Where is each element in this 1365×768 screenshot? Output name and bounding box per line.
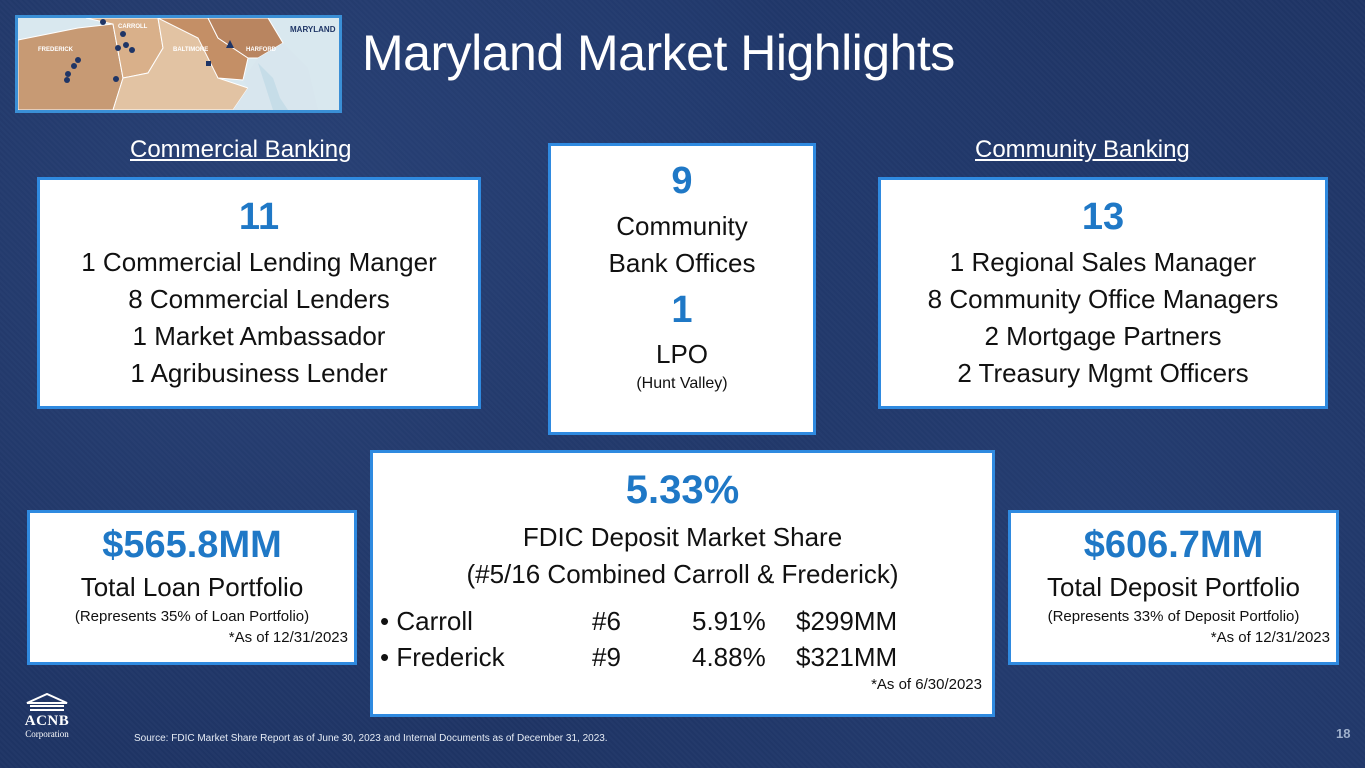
source-note: Source: FDIC Market Share Report as of J… [134, 733, 608, 744]
lpo-label: LPO [655, 339, 709, 369]
community-banking-heading: Community Banking [975, 136, 1190, 163]
lpo-location: (Hunt Valley) [636, 375, 728, 392]
page-title: Maryland Market Highlights [362, 25, 955, 81]
map-label-frederick: FREDERICK [38, 47, 74, 53]
community-line: 2 Treasury Mgmt Officers [957, 358, 1249, 388]
community-count: 13 [1081, 196, 1125, 238]
county-rank: #9 [592, 642, 621, 672]
commercial-line: 1 Agribusiness Lender [130, 358, 388, 388]
market-share-label: FDIC Deposit Market Share [522, 522, 843, 552]
commercial-line: 1 Market Ambassador [132, 321, 386, 351]
bank-building-icon [26, 693, 68, 711]
county-amount: $321MM [796, 642, 898, 672]
commercial-banking-card: 11 1 Commercial Lending Manger 8 Commerc… [37, 177, 481, 409]
deposit-label: Total Deposit Portfolio [1047, 572, 1300, 602]
county-name: • Carroll [380, 606, 473, 636]
commercial-count: 11 [238, 196, 280, 238]
acnb-logo: ACNB Corporation [17, 693, 77, 751]
office-count: 9 [671, 160, 693, 202]
deposit-note: (Represents 33% of Deposit Portfolio) [1047, 608, 1300, 625]
office-label: Bank Offices [608, 248, 756, 278]
county-share: 4.88% [692, 642, 766, 672]
logo-subtitle: Corporation [25, 729, 69, 739]
deposit-portfolio-card: $606.7MM Total Deposit Portfolio (Repres… [1008, 510, 1339, 665]
county-amount: $299MM [796, 606, 898, 636]
commercial-banking-heading: Commercial Banking [130, 136, 352, 163]
map-label-state: MARYLAND [290, 25, 336, 34]
county-row: • Carroll #6 5.91% $299MM [380, 603, 992, 639]
loan-note: (Represents 35% of Loan Portfolio) [74, 608, 310, 625]
community-line: 1 Regional Sales Manager [949, 247, 1257, 277]
community-line: 2 Mortgage Partners [984, 321, 1222, 351]
county-row: • Frederick #9 4.88% $321MM [380, 639, 992, 675]
deposit-market-share-card: 5.33% FDIC Deposit Market Share (#5/16 C… [370, 450, 995, 717]
map-label-baltimore: BALTIMORE [173, 47, 208, 53]
market-share-asof: *As of 6/30/2023 [871, 676, 982, 693]
market-share-pct: 5.33% [625, 468, 740, 512]
maryland-map-thumbnail: CARROLL FREDERICK BALTIMORE HARFORD MARY… [15, 15, 342, 113]
office-label: Community [616, 211, 748, 241]
offices-card: 9 Community Bank Offices 1 LPO (Hunt Val… [548, 143, 816, 435]
deposit-amount: $606.7MM [1083, 524, 1264, 566]
lpo-count: 1 [671, 289, 693, 331]
page-number: 18 [1336, 726, 1351, 741]
loan-asof: *As of 12/31/2023 [228, 629, 348, 646]
county-name: • Frederick [380, 642, 505, 672]
county-table: • Carroll #6 5.91% $299MM • Frederick #9… [373, 603, 992, 675]
county-share: 5.91% [692, 606, 766, 636]
community-banking-card: 13 1 Regional Sales Manager 8 Community … [878, 177, 1328, 409]
loan-portfolio-card: $565.8MM Total Loan Portfolio (Represent… [27, 510, 357, 665]
market-share-sub: (#5/16 Combined Carroll & Frederick) [466, 559, 899, 589]
deposit-asof: *As of 12/31/2023 [1210, 629, 1330, 646]
loan-label: Total Loan Portfolio [80, 572, 304, 602]
logo-name: ACNB [24, 713, 70, 729]
community-line: 8 Community Office Managers [927, 284, 1279, 314]
county-rank: #6 [592, 606, 621, 636]
loan-amount: $565.8MM [102, 524, 282, 566]
map-label-carroll: CARROLL [118, 24, 148, 30]
commercial-line: 1 Commercial Lending Manger [81, 247, 437, 277]
commercial-line: 8 Commercial Lenders [128, 284, 390, 314]
map-label-harford: HARFORD [246, 47, 277, 53]
